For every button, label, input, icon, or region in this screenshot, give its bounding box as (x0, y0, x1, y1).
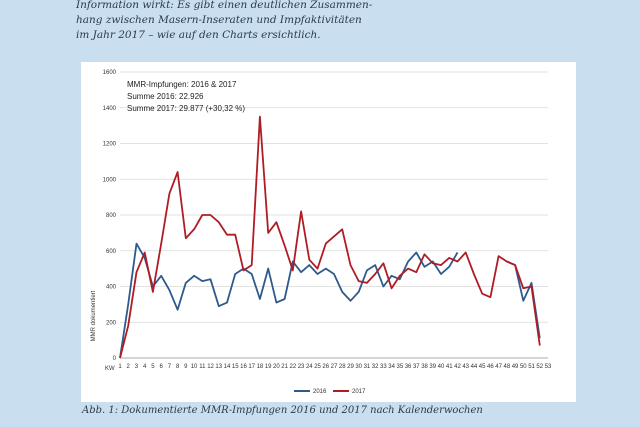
x-tick-label: 26 (322, 364, 329, 370)
x-tick-label: 43 (462, 364, 469, 370)
x-tick-label: 34 (388, 364, 395, 370)
x-tick-label: 40 (438, 364, 445, 370)
x-tick-label: 48 (504, 364, 511, 370)
x-tick-label: 10 (191, 364, 198, 370)
annotation-title: MMR-Impfungen: 2016 & 2017 (127, 80, 237, 89)
annotation-sum-2016: Summe 2016: 22.926 (127, 92, 204, 101)
x-tick-label: 16 (240, 364, 247, 370)
x-tick-label: 1 (118, 364, 122, 370)
x-tick-label: 19 (265, 364, 272, 370)
x-tick-label: 25 (314, 364, 321, 370)
x-tick-label: 12 (207, 364, 214, 370)
intro-line: im Jahr 2017 – wie auf den Charts ersich… (76, 29, 321, 41)
legend: 2016 2017 (294, 389, 366, 395)
y-tick-label: 0 (113, 356, 117, 362)
series-line-2016 (506, 260, 541, 339)
x-tick-label: 50 (520, 364, 527, 370)
x-tick-label: 38 (421, 364, 428, 370)
intro-text: Information wirkt: Es gibt einen deutlic… (76, 0, 406, 43)
x-tick-label: 49 (512, 364, 519, 370)
y-tick-label: 200 (106, 320, 117, 326)
y-axis-label: MMR dokumentiert (91, 290, 97, 341)
y-tick-label: 400 (106, 285, 117, 291)
x-tick-label: 32 (372, 364, 379, 370)
x-tick-label: 7 (168, 364, 172, 370)
x-tick-label: 53 (545, 364, 552, 370)
y-tick-label: 1600 (103, 70, 117, 76)
x-tick-label: 14 (224, 364, 231, 370)
series-line-2016 (119, 242, 459, 359)
x-tick-label: 18 (257, 364, 264, 370)
x-tick-label: 29 (347, 364, 354, 370)
x-tick-label: 17 (248, 364, 255, 370)
x-tick-label: 15 (232, 364, 239, 370)
y-tick-label: 1400 (103, 106, 117, 112)
x-tick-label: 13 (215, 364, 222, 370)
x-tick-label: 37 (413, 364, 420, 370)
x-tick-label: 22 (290, 364, 297, 370)
x-tick-label: 52 (536, 364, 543, 370)
figure-caption: Abb. 1: Dokumentierte MMR-Impfungen 2016… (82, 405, 483, 416)
legend-label-2017: 2017 (352, 389, 366, 395)
x-tick-label: 44 (471, 364, 478, 370)
x-tick-label: 47 (495, 364, 502, 370)
y-tick-label: 600 (106, 249, 117, 255)
y-tick-label: 800 (106, 213, 117, 219)
x-tick-label: 51 (528, 364, 535, 370)
y-tick-label: 1000 (103, 177, 117, 183)
intro-line: Information wirkt: Es gibt einen deutlic… (76, 0, 373, 11)
x-tick-label: 11 (199, 364, 206, 370)
x-tick-label: 6 (159, 364, 163, 370)
x-tick-label: 27 (331, 364, 338, 370)
x-tick-label: 39 (429, 364, 436, 370)
y-tick-label: 1200 (103, 142, 117, 148)
x-tick-label: 28 (339, 364, 346, 370)
x-tick-label: 2 (127, 364, 131, 370)
annotation-sum-2017: Summe 2017: 29.877 (+30,32 %) (127, 104, 245, 113)
x-tick-label: 45 (479, 364, 486, 370)
x-tick-label: 5 (151, 364, 155, 370)
x-tick-label: 24 (306, 364, 313, 370)
x-tick-label: 35 (397, 364, 404, 370)
legend-label-2016: 2016 (313, 389, 327, 395)
x-tick-label: 8 (176, 364, 180, 370)
x-tick-label: 20 (273, 364, 280, 370)
x-tick-label: 42 (454, 364, 461, 370)
x-tick-label: 46 (487, 364, 494, 370)
x-axis-label: KW (105, 366, 115, 372)
x-tick-label: 30 (355, 364, 362, 370)
x-tick-label: 31 (364, 364, 371, 370)
x-tick-label: 21 (281, 364, 288, 370)
x-tick-label: 41 (446, 364, 453, 370)
series-line-2017 (119, 115, 541, 359)
intro-line: hang zwischen Masern-Inseraten und Impfa… (76, 14, 362, 26)
x-tick-label: 9 (184, 364, 188, 370)
x-tick-label: 36 (405, 364, 412, 370)
x-tick-label: 23 (298, 364, 305, 370)
x-tick-label: 33 (380, 364, 387, 370)
x-tick-label: 4 (143, 364, 147, 370)
x-tick-label: 3 (135, 364, 139, 370)
